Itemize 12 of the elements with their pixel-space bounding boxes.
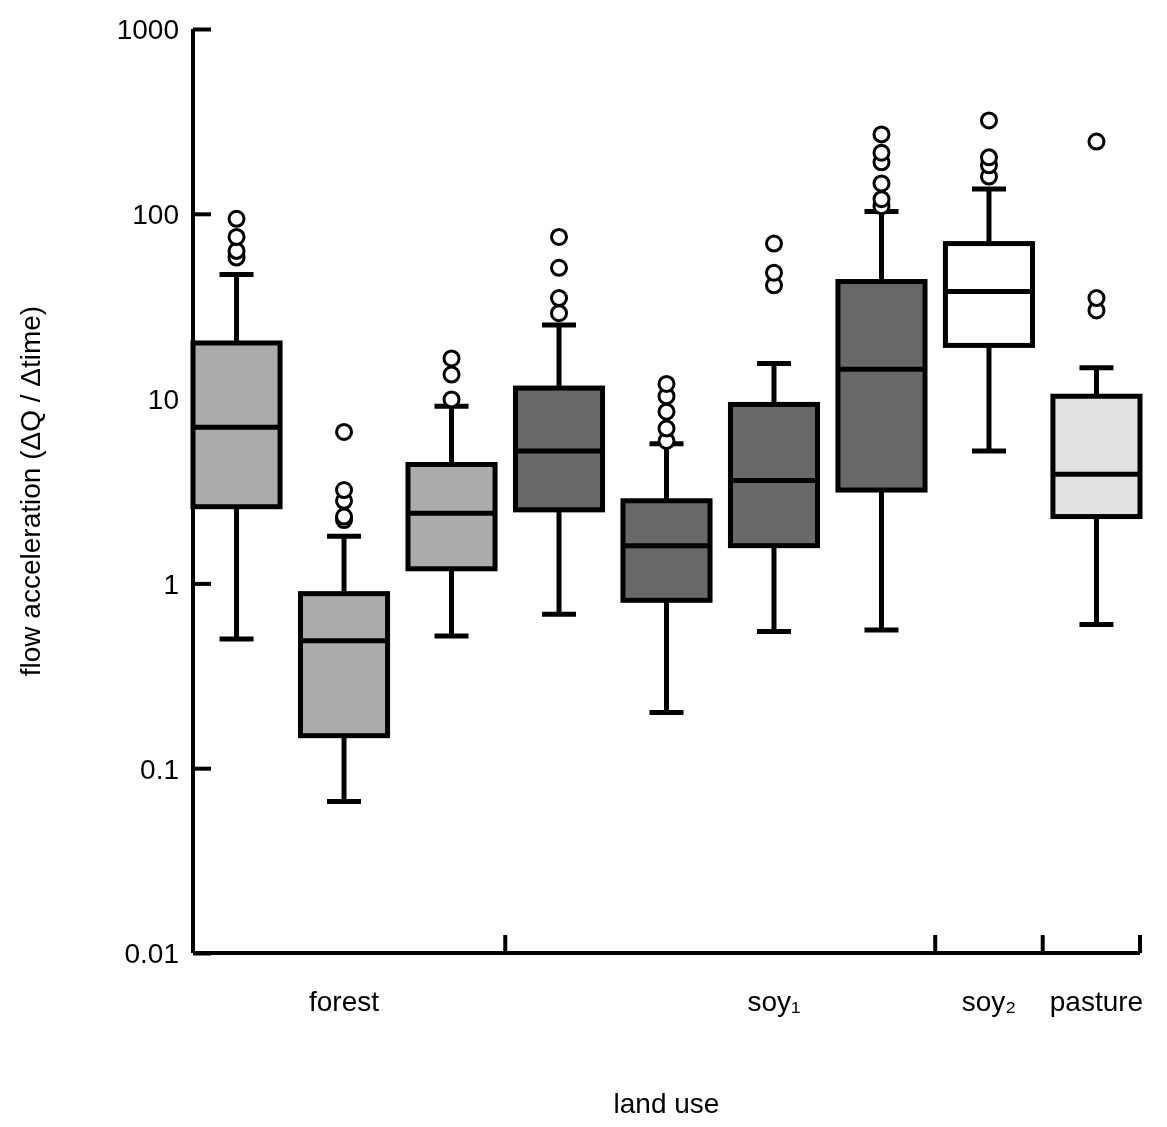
y-tick-label: 1 xyxy=(163,568,179,600)
x-tick-label: soy₂ xyxy=(961,985,1017,1017)
x-tick-label: soy₁ xyxy=(747,985,801,1017)
y-tick-label: 0.1 xyxy=(140,753,179,785)
y-tick-label: 100 xyxy=(132,199,179,231)
y-tick-label: 1000 xyxy=(116,14,179,46)
x-tick-label: pasture xyxy=(1049,985,1144,1017)
y-tick-label: 0.01 xyxy=(124,938,179,970)
x-axis-title: land use xyxy=(613,1088,720,1119)
x-tick-label: forest xyxy=(309,985,380,1017)
y-tick-label: 10 xyxy=(147,383,179,415)
y-axis-title: flow acceleration (ΔQ / Δtime) xyxy=(15,305,46,677)
